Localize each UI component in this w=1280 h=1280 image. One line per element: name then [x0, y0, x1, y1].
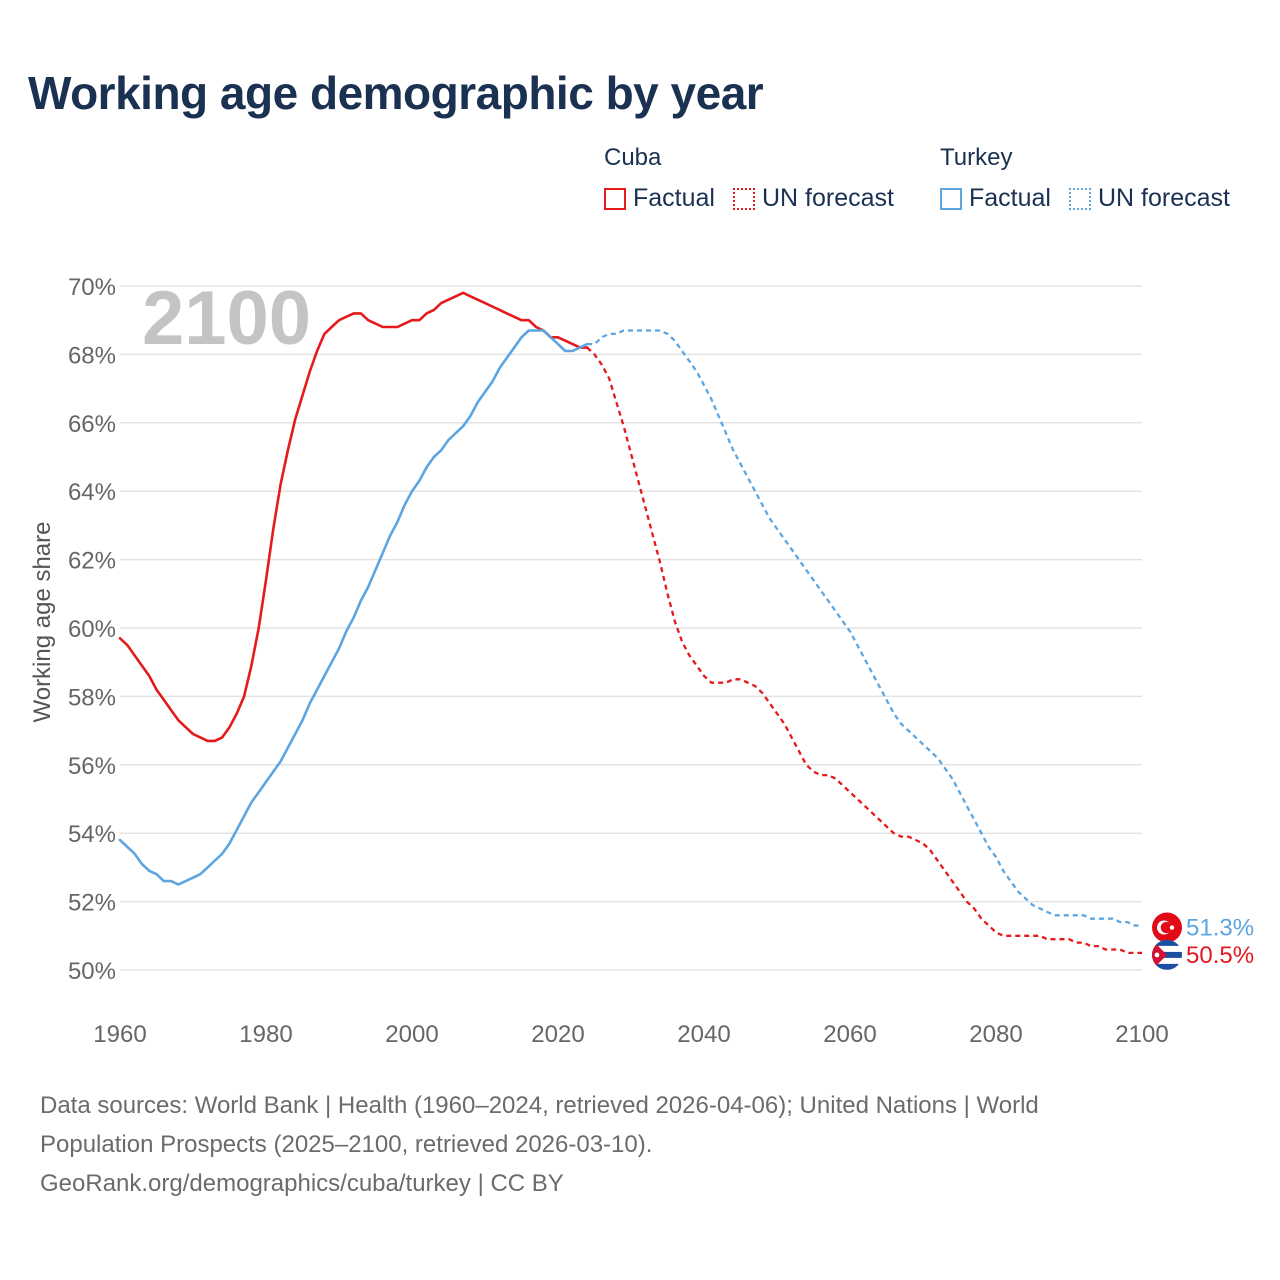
x-tick-label: 2060 — [823, 1021, 876, 1048]
y-tick-label: 50% — [68, 958, 116, 985]
series-line-turkey-factual[interactable] — [118, 329, 589, 886]
legend-turkey-forecast[interactable]: UN forecast — [1068, 184, 1230, 213]
footer-sources-line-2: Population Prospects (2025–2100, retriev… — [40, 1131, 653, 1158]
legend-group-cuba: Cuba Factual UN forecast — [604, 144, 894, 213]
y-tick-label: 68% — [68, 342, 116, 369]
y-tick-label: 70% — [68, 274, 116, 301]
legend-group-name-turkey: Turkey — [940, 144, 1013, 171]
x-tick-label: 1960 — [93, 1021, 146, 1048]
series-line-cuba-forecast[interactable] — [586, 346, 1142, 955]
chart-title: Working age demographic by year — [28, 67, 764, 119]
x-tick-label: 2040 — [677, 1021, 730, 1048]
y-tick-label: 64% — [68, 479, 116, 506]
legend-turkey-forecast-swatch — [1068, 187, 1091, 210]
legend-cuba-forecast-label: UN forecast — [761, 184, 894, 212]
y-tick-label: 62% — [68, 548, 116, 575]
legend-cuba-forecast-swatch — [732, 187, 755, 210]
year-watermark: 2100 — [142, 276, 311, 361]
x-tick-label: 2080 — [969, 1021, 1022, 1048]
footer-sources-line-1: Data sources: World Bank | Health (1960–… — [40, 1092, 1039, 1119]
legend-turkey-factual-label: Factual — [969, 184, 1051, 212]
y-tick-label: 60% — [68, 616, 116, 643]
y-tick-label: 56% — [68, 753, 116, 780]
legend-turkey-factual[interactable]: Factual — [940, 184, 1051, 213]
x-tick-label: 2020 — [531, 1021, 584, 1048]
series-line-turkey-forecast[interactable] — [587, 329, 1142, 927]
end-label-cuba: 50.5% — [1186, 942, 1254, 969]
legend-group-name-cuba: Cuba — [604, 144, 662, 171]
legend-cuba-forecast[interactable]: UN forecast — [732, 184, 894, 213]
line-chart: 2100 50% 52% 54% 56% 58% 60% 62% 64% 66% 68% 70% 1… — [29, 274, 1254, 1048]
legend-group-turkey: Turkey Factual UN forecast — [940, 144, 1230, 213]
legend-cuba-factual[interactable]: Factual — [604, 184, 715, 213]
footer: Data sources: World Bank | Health (1960–… — [40, 1086, 1240, 1203]
y-tick-label: 58% — [68, 684, 116, 711]
legend-cuba-factual-swatch — [604, 187, 626, 210]
series-line-cuba-factual[interactable] — [118, 291, 589, 743]
x-tick-label: 2000 — [385, 1021, 438, 1048]
legend-turkey-factual-swatch — [940, 187, 962, 210]
end-label-turkey: 51.3% — [1186, 915, 1254, 942]
y-tick-label: 52% — [68, 890, 116, 917]
y-tick-label: 54% — [68, 821, 116, 848]
x-tick-label: 1980 — [239, 1021, 292, 1048]
x-tick-label: 2100 — [1115, 1021, 1168, 1048]
cuba-flag-icon — [1152, 939, 1182, 970]
legend-cuba-factual-label: Factual — [633, 184, 715, 212]
y-axis-label: Working age share — [29, 522, 56, 723]
turkey-flag-icon — [1152, 912, 1182, 943]
legend-turkey-forecast-label: UN forecast — [1097, 184, 1230, 212]
footer-attribution[interactable]: GeoRank.org/demographics/cuba/turkey | C… — [40, 1170, 564, 1197]
y-tick-label: 66% — [68, 411, 116, 438]
